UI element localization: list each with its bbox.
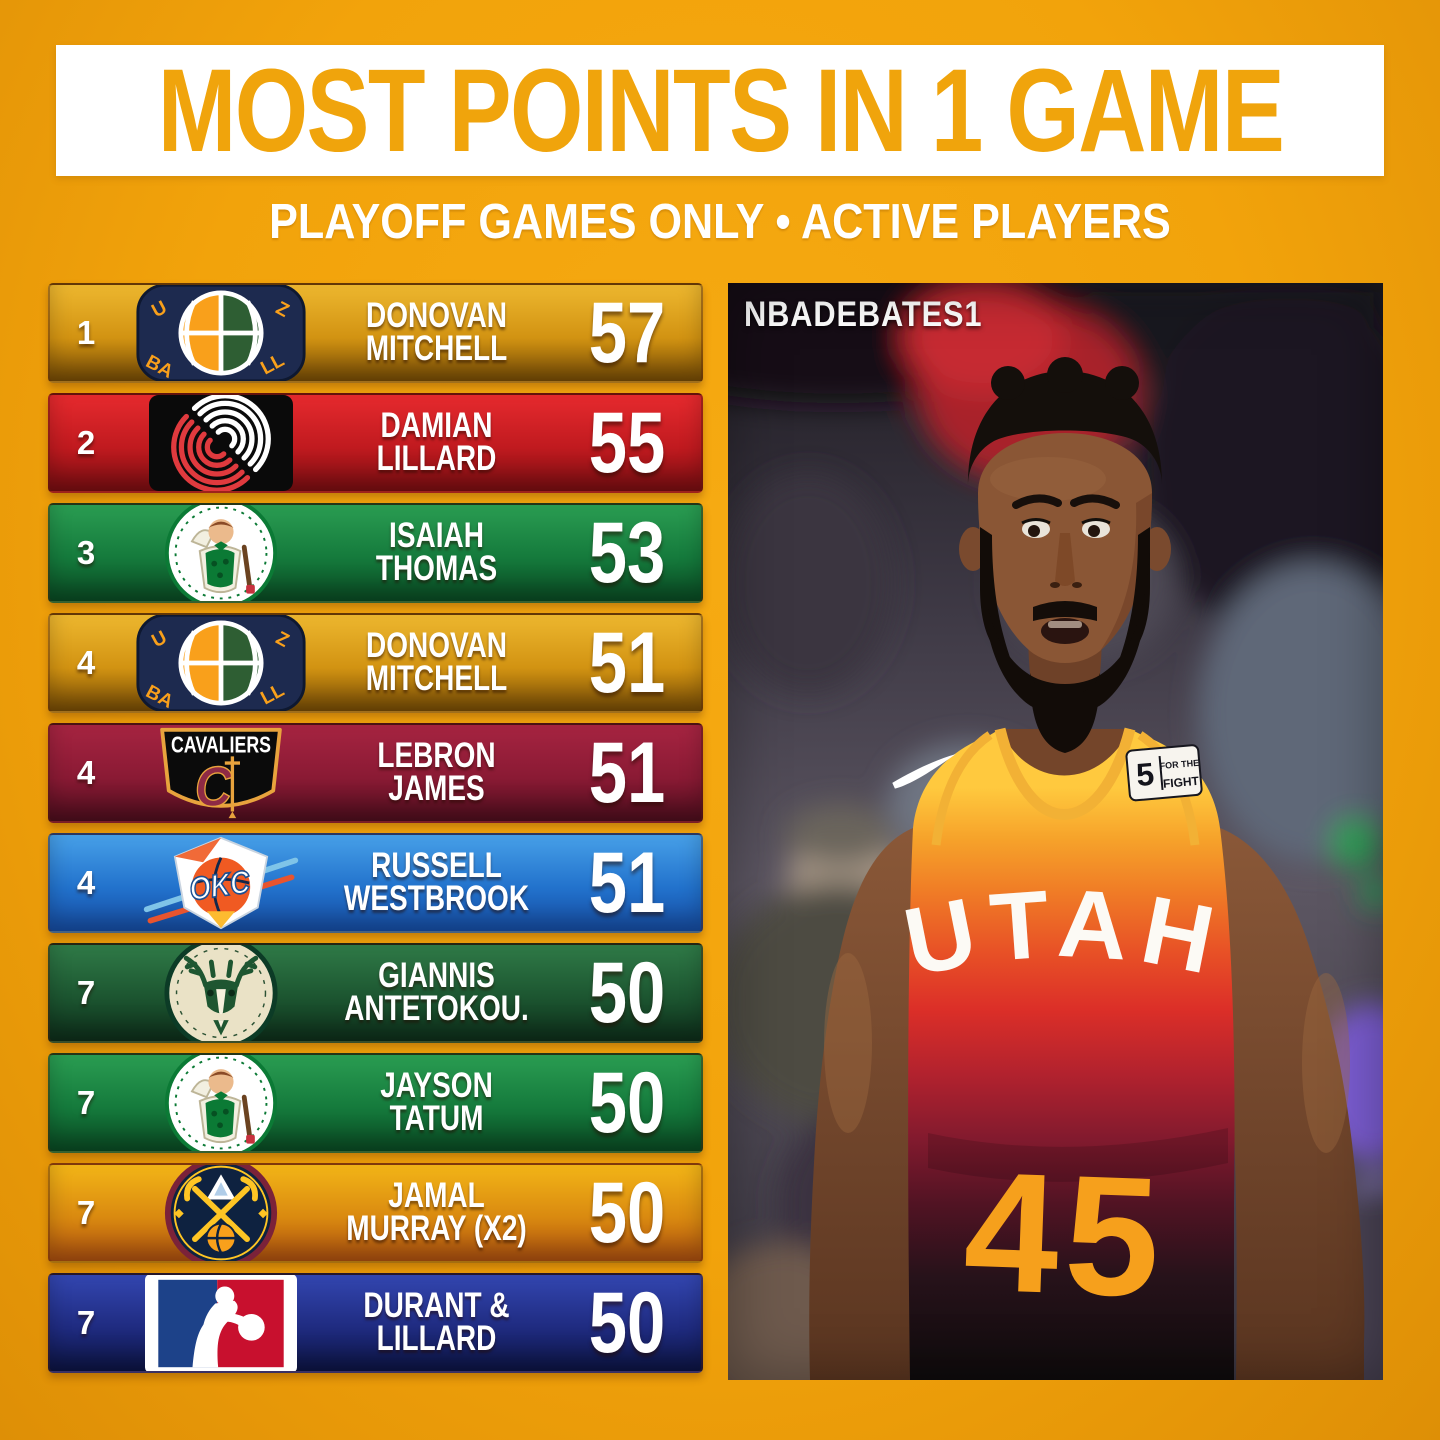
player-head (959, 357, 1171, 753)
bucks-logo-icon (164, 945, 278, 1041)
milwaukee-bucks-logo (122, 945, 320, 1041)
utah-jazz-logo: U Z BA LL (122, 615, 320, 711)
ranking-row: 3 ISAIAH THOM (48, 503, 703, 603)
utah-jazz-logo-icon: U Z BA LL (136, 285, 306, 381)
ranking-row: 4 CAVALIERS C LEBRON JAMES 51 (48, 723, 703, 823)
svg-text:CAVALIERS: CAVALIERS (171, 732, 271, 758)
player-name-line2: WESTBROOK (343, 879, 530, 918)
player-name: GIANNIS ANTETOKOU. (343, 956, 529, 1028)
rank-number: 4 (76, 864, 96, 901)
player-name-line1: LEBRON (377, 736, 496, 776)
rank-number: 7 (76, 1084, 96, 1121)
player-name: DONOVAN MITCHELL (343, 296, 529, 368)
player-name-line1: RUSSELL (371, 846, 502, 886)
points-value: 50 (588, 1274, 666, 1371)
ranking-row: 7 DURANT & LILLARD (48, 1273, 703, 1373)
rank-number: 7 (76, 974, 96, 1011)
player-name-line1: DONOVAN (365, 626, 508, 666)
cavaliers-logo-icon: CAVALIERS C (160, 727, 282, 819)
rank-number: 7 (76, 1304, 96, 1341)
page-subtitle: PLAYOFF GAMES ONLY • ACTIVE PLAYERS (269, 195, 1171, 249)
celtics-logo-icon (164, 505, 278, 601)
denver-nuggets-logo (122, 1165, 320, 1261)
points-value: 50 (588, 1054, 666, 1151)
points-value: 50 (588, 944, 666, 1041)
celtics-logo-icon (164, 1055, 278, 1151)
cleveland-cavaliers-logo: CAVALIERS C (122, 725, 320, 821)
boston-celtics-logo (122, 505, 320, 601)
utah-jazz-logo-icon: U Z BA LL (136, 615, 306, 711)
player-name: ISAIAH THOMAS (343, 516, 529, 588)
player-name-line1: GIANNIS (378, 956, 495, 996)
svg-text:C: C (195, 755, 233, 818)
player-name: DURANT & LILLARD (343, 1286, 529, 1358)
nba-logo-icon (145, 1275, 297, 1371)
player-name-line1: JAMAL (388, 1176, 485, 1216)
oklahoma-city-thunder-logo: OKC (122, 835, 320, 931)
player-name: LEBRON JAMES (343, 736, 529, 808)
rank-number: 4 (76, 754, 96, 791)
ranking-row: 7 JAYSON TATU (48, 1053, 703, 1153)
points-value: 51 (588, 724, 666, 821)
player-name-line1: DURANT & (363, 1286, 510, 1326)
title-band: MOST POINTS IN 1 GAME (56, 44, 1384, 177)
points-value: 51 (588, 614, 666, 711)
utah-jazz-logo: U Z BA LL (122, 285, 320, 381)
player-name: DONOVAN MITCHELL (343, 626, 529, 698)
points-value: 51 (588, 834, 666, 931)
nuggets-logo-icon (164, 1165, 278, 1261)
player-name-line1: DAMIAN (380, 406, 493, 446)
player-name: JAYSON TATUM (343, 1066, 529, 1138)
player-name: JAMAL MURRAY (X2) (343, 1176, 529, 1248)
nike-swoosh-icon (892, 754, 956, 789)
ranking-row: 4 OKC RUSSELL WESTBROOK (48, 833, 703, 933)
five-for-the-fight-patch: 5 FOR THE FIGHT (1125, 744, 1203, 802)
rank-number: 7 (76, 1194, 96, 1231)
page-title: MOST POINTS IN 1 GAME (157, 44, 1284, 177)
player-photo-illustration: 5 FOR THE FIGHT UTAH 45 (728, 283, 1383, 1380)
ranking-row: 7 GIANNIS (48, 943, 703, 1043)
rank-number: 3 (76, 534, 96, 571)
points-value: 55 (588, 394, 666, 491)
player-name-line2: LILLARD (376, 439, 497, 478)
points-value: 53 (588, 504, 666, 601)
ranking-row: 2 (48, 393, 703, 493)
player-name-line1: DONOVAN (365, 296, 508, 336)
ranking-row: 7 JAMAL M (48, 1163, 703, 1263)
player-name-line2: ANTETOKOU. (344, 989, 529, 1028)
patch-number: 5 (1135, 756, 1156, 793)
player-name-line2: MITCHELL (365, 329, 508, 368)
boston-celtics-logo (122, 1055, 320, 1151)
ranking-row: 1 U Z BA LL (48, 283, 703, 383)
trail-blazers-logo-icon (149, 395, 293, 491)
player-name-line1: JAYSON (380, 1066, 493, 1106)
okc-thunder-logo-icon: OKC (143, 836, 299, 930)
points-value: 57 (588, 284, 666, 381)
watermark: NBADEBATES1 (744, 295, 983, 334)
player-photo: 5 FOR THE FIGHT UTAH 45 (728, 283, 1383, 1380)
patch-text-2: FIGHT (1162, 774, 1200, 791)
player-name-line2: MURRAY (X2) (346, 1209, 527, 1248)
jersey-number: 45 (961, 1137, 1169, 1334)
patch-text-1: FOR THE (1159, 758, 1199, 771)
ranking-row: 4 U Z BA LL (48, 613, 703, 713)
nba-logo (122, 1275, 320, 1371)
rank-number: 2 (76, 424, 96, 461)
player-name-line2: LILLARD (376, 1319, 497, 1358)
player-name-line2: JAMES (388, 769, 485, 808)
rank-number: 4 (76, 644, 96, 681)
rank-number: 1 (76, 314, 96, 351)
ranking-list: 1 U Z BA LL (48, 283, 703, 1383)
player-name-line2: MITCHELL (365, 659, 508, 698)
points-value: 50 (588, 1164, 666, 1261)
player-name-line2: THOMAS (375, 549, 498, 588)
portland-trail-blazers-logo (122, 395, 320, 491)
player-name-line2: TATUM (389, 1099, 484, 1138)
player-name: DAMIAN LILLARD (343, 406, 529, 478)
player-name: RUSSELL WESTBROOK (343, 846, 530, 918)
player-figure: 5 FOR THE FIGHT UTAH 45 (809, 357, 1365, 1380)
player-name-line1: ISAIAH (389, 516, 484, 556)
